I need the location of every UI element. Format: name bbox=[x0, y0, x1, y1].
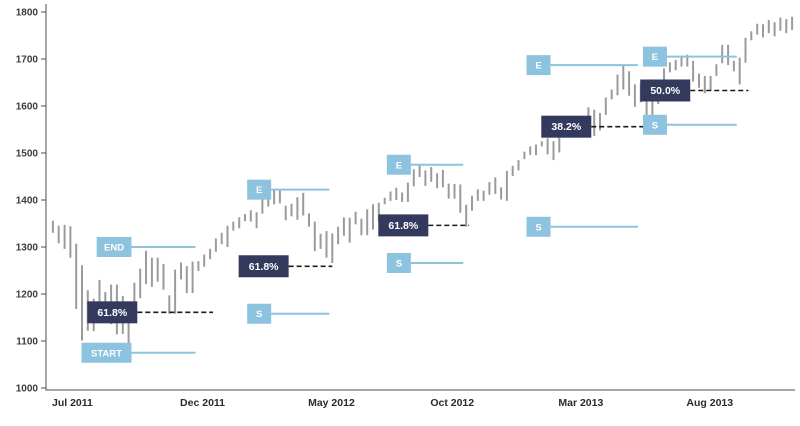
y-axis-tick-label: 1400 bbox=[16, 196, 39, 207]
move-end-marker-label: E bbox=[396, 160, 402, 171]
y-axis-tick-label: 1000 bbox=[16, 384, 39, 395]
y-axis-tick-label: 1100 bbox=[16, 337, 38, 348]
move-start-marker-label: S bbox=[256, 309, 262, 320]
move-end-marker-label: E bbox=[256, 185, 262, 196]
move-start-marker-box bbox=[386, 252, 411, 273]
retracement-level-box bbox=[87, 301, 138, 324]
retracement-level-label: 61.8% bbox=[388, 220, 418, 232]
move-start-marker-box bbox=[247, 303, 272, 324]
retracement-level-box bbox=[378, 214, 429, 237]
x-axis-tick-label: Dec 2011 bbox=[180, 397, 225, 409]
y-axis-tick-label: 1500 bbox=[16, 149, 39, 160]
y-axis-tick-label: 1300 bbox=[16, 243, 39, 254]
retracement-level-box bbox=[640, 79, 691, 102]
retracement-level-label: 61.8% bbox=[97, 307, 127, 319]
move-end-marker-box bbox=[642, 46, 667, 67]
move-start-marker-box bbox=[526, 216, 551, 237]
retracement-level-label: 50.0% bbox=[650, 85, 680, 97]
y-axis-tick-label: 1600 bbox=[16, 102, 39, 113]
move-end-marker-box bbox=[247, 179, 272, 200]
move-end-marker-box bbox=[526, 55, 551, 76]
retracement-level-label: 61.8% bbox=[249, 261, 279, 273]
move-start-marker-label: START bbox=[91, 348, 122, 359]
move-end-marker-label: E bbox=[652, 52, 658, 63]
move-start-marker-label: S bbox=[535, 222, 541, 233]
weekly-price-bars bbox=[51, 16, 794, 354]
retracement-level-label: 38.2% bbox=[551, 121, 581, 133]
x-axis-tick-label: Oct 2012 bbox=[430, 397, 474, 409]
move-end-marker-label: E bbox=[535, 61, 541, 72]
x-axis-tick-label: Aug 2013 bbox=[686, 397, 733, 409]
y-axis-tick-label: 1800 bbox=[16, 8, 39, 19]
move-end-marker-box bbox=[96, 237, 132, 257]
y-axis-tick-label: 1700 bbox=[16, 55, 39, 66]
retracement-level-box bbox=[541, 115, 592, 138]
axis-lines bbox=[45, 4, 795, 391]
y-axis-tick-label: 1200 bbox=[16, 290, 39, 301]
x-axis-tick-label: Mar 2013 bbox=[558, 397, 603, 409]
move-end-marker-box bbox=[386, 154, 411, 175]
x-axis-tick-label: Jul 2011 bbox=[52, 397, 93, 409]
move-start-marker-label: S bbox=[652, 120, 658, 131]
x-axis-tick-label: May 2012 bbox=[308, 397, 355, 409]
move-start-marker-label: S bbox=[396, 258, 402, 269]
move-start-marker-box bbox=[642, 114, 667, 135]
move-end-marker-label: END bbox=[104, 243, 124, 254]
retracement-level-box bbox=[238, 255, 289, 278]
move-start-marker-box bbox=[81, 342, 132, 363]
